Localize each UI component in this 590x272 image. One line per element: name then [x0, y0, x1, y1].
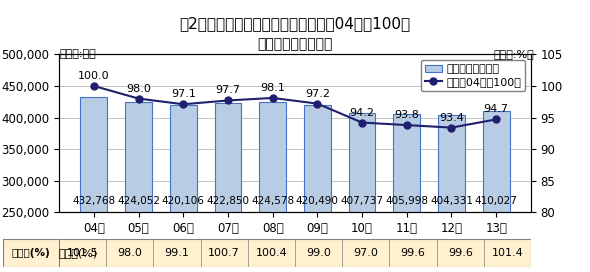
Text: 図2　消費支出の推移（金額と指数：04年を100）: 図2 消費支出の推移（金額と指数：04年を100） [179, 16, 411, 31]
Text: 97.2: 97.2 [305, 89, 330, 98]
Text: （単位:%）: （単位:%） [493, 49, 534, 59]
Bar [304, 104, 331, 272]
Text: 93.4: 93.4 [439, 113, 464, 123]
Text: 99.6: 99.6 [448, 248, 473, 258]
Bar [394, 114, 420, 272]
Text: 100.7: 100.7 [208, 248, 240, 258]
Text: 94.7: 94.7 [484, 104, 509, 114]
Text: 420,490: 420,490 [296, 196, 339, 206]
Text: 98.1: 98.1 [260, 83, 285, 93]
Bar [438, 115, 465, 272]
Text: 93.8: 93.8 [394, 110, 419, 120]
Bar [259, 102, 286, 272]
Text: 100.0: 100.0 [78, 71, 110, 81]
Text: 100.4: 100.4 [255, 248, 287, 258]
Text: 99.6: 99.6 [401, 248, 425, 258]
Text: （単位:円）: （単位:円） [59, 49, 96, 59]
Text: 94.2: 94.2 [349, 107, 375, 118]
Text: （全モニター世帯）: （全モニター世帯） [257, 37, 333, 51]
FancyBboxPatch shape [59, 239, 531, 267]
Text: 前年比(%): 前年比(%) [59, 248, 99, 258]
Text: 99.1: 99.1 [165, 248, 189, 258]
Bar [483, 111, 510, 272]
Text: 97.0: 97.0 [353, 248, 378, 258]
Text: 424,052: 424,052 [117, 196, 160, 206]
Text: 404,331: 404,331 [430, 196, 473, 206]
Text: 99.0: 99.0 [306, 248, 331, 258]
Bar [349, 113, 375, 272]
Bar [170, 105, 196, 272]
Text: 97.7: 97.7 [215, 85, 241, 95]
Text: 432,768: 432,768 [73, 196, 116, 206]
Bar [80, 97, 107, 272]
Bar [125, 102, 152, 272]
Text: 422,850: 422,850 [206, 196, 250, 206]
Legend: 消費支出の月平均, 指数（04年＝100）: 消費支出の月平均, 指数（04年＝100） [421, 60, 526, 91]
Text: 424,578: 424,578 [251, 196, 294, 206]
Text: 前年比(%): 前年比(%) [12, 248, 50, 258]
Text: 410,027: 410,027 [475, 196, 517, 206]
Text: 407,737: 407,737 [340, 196, 384, 206]
Bar [215, 103, 241, 272]
Text: 405,998: 405,998 [385, 196, 428, 206]
Text: 101.4: 101.4 [491, 248, 523, 258]
Text: 98.0: 98.0 [117, 248, 142, 258]
Text: 98.0: 98.0 [126, 84, 151, 94]
FancyBboxPatch shape [3, 239, 59, 267]
Text: 97.1: 97.1 [171, 89, 196, 99]
Text: 101.5: 101.5 [67, 248, 99, 258]
Text: 420,106: 420,106 [162, 196, 205, 206]
